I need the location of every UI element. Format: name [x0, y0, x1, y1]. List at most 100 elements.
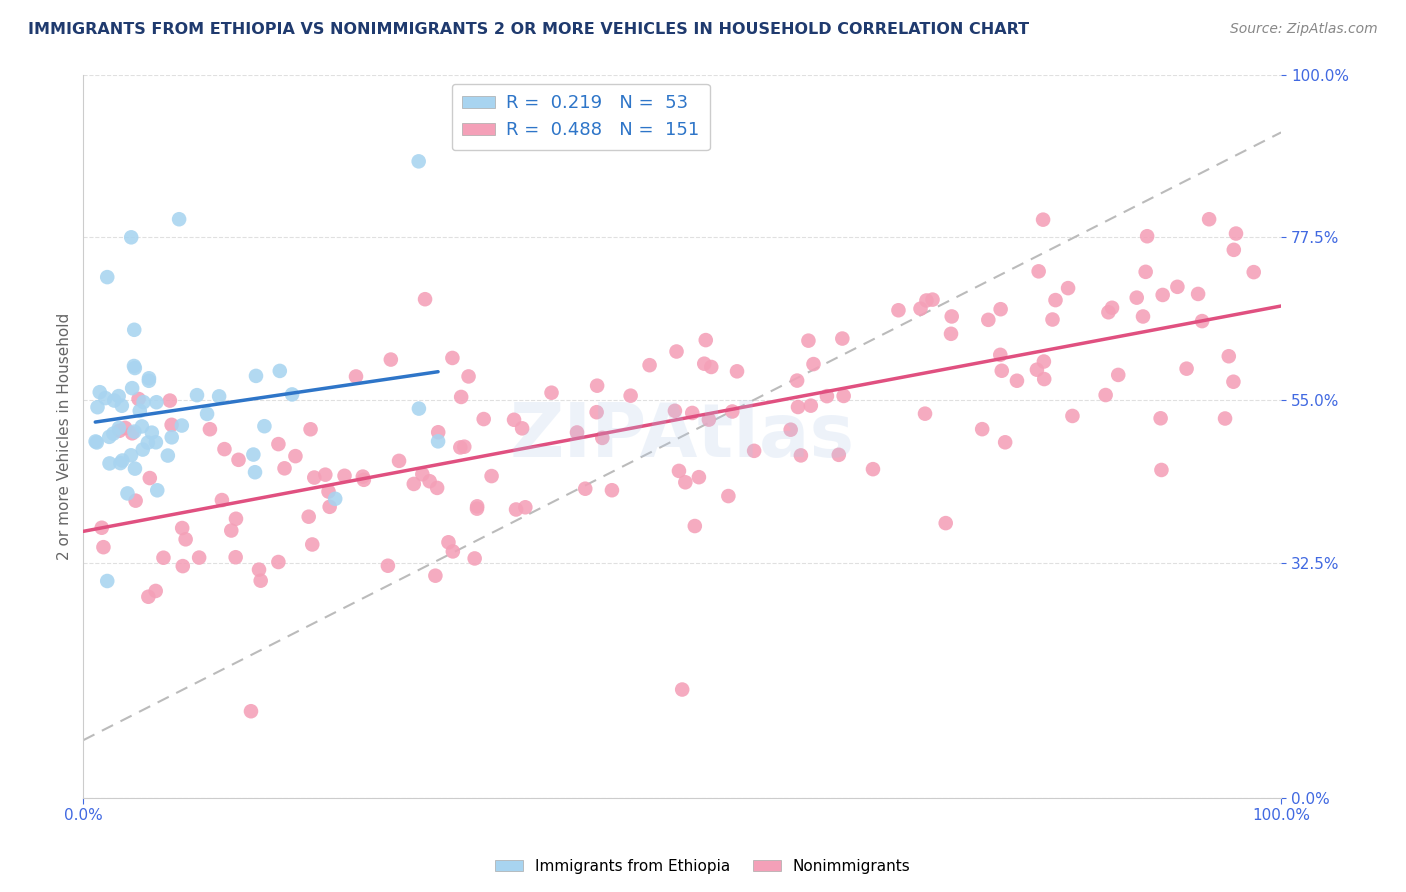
Point	[668, 464, 690, 478]
Point	[186, 388, 208, 402]
Point	[96, 270, 118, 285]
Point	[138, 371, 160, 385]
Point	[910, 301, 932, 316]
Point	[138, 590, 160, 604]
Point	[779, 423, 801, 437]
Point	[96, 574, 118, 588]
Point	[457, 369, 479, 384]
Point	[304, 470, 326, 484]
Point	[941, 310, 963, 324]
Text: IMMIGRANTS FROM ETHIOPIA VS NONIMMIGRANTS 2 OR MORE VEHICLES IN HOUSEHOLD CORREL: IMMIGRANTS FROM ETHIOPIA VS NONIMMIGRANT…	[28, 22, 1029, 37]
Point	[98, 457, 121, 471]
Point	[174, 533, 197, 547]
Point	[697, 412, 720, 426]
Point	[408, 401, 430, 416]
Point	[688, 470, 710, 484]
Point	[160, 417, 183, 432]
Point	[253, 419, 276, 434]
Point	[160, 430, 183, 444]
Point	[481, 469, 503, 483]
Point	[1150, 463, 1173, 477]
Point	[828, 448, 851, 462]
Point	[990, 302, 1012, 317]
Point	[664, 404, 686, 418]
Point	[242, 448, 264, 462]
Point	[465, 501, 488, 516]
Point	[145, 583, 167, 598]
Point	[419, 474, 441, 488]
Point	[437, 535, 460, 549]
Legend: Immigrants from Ethiopia, Nonimmigrants: Immigrants from Ethiopia, Nonimmigrants	[489, 853, 917, 880]
Text: Source: ZipAtlas.com: Source: ZipAtlas.com	[1230, 22, 1378, 37]
Point	[591, 431, 613, 445]
Point	[1033, 372, 1056, 386]
Point	[1125, 291, 1147, 305]
Point	[815, 389, 838, 403]
Point	[111, 399, 134, 413]
Point	[695, 333, 717, 347]
Point	[665, 344, 688, 359]
Point	[128, 392, 150, 406]
Point	[1222, 375, 1244, 389]
Point	[683, 519, 706, 533]
Point	[1045, 293, 1067, 307]
Point	[1028, 264, 1050, 278]
Point	[1032, 354, 1054, 368]
Point	[832, 389, 855, 403]
Point	[299, 422, 322, 436]
Point	[453, 440, 475, 454]
Point	[195, 407, 218, 421]
Point	[786, 374, 808, 388]
Point	[515, 500, 537, 515]
Point	[1062, 409, 1084, 423]
Legend: R =  0.219   N =  53, R =  0.488   N =  151: R = 0.219 N = 53, R = 0.488 N = 151	[451, 84, 710, 150]
Point	[1097, 305, 1119, 319]
Point	[120, 448, 142, 462]
Point	[1094, 388, 1116, 402]
Point	[284, 449, 307, 463]
Point	[145, 435, 167, 450]
Point	[86, 400, 108, 414]
Point	[117, 486, 139, 500]
Point	[1032, 212, 1054, 227]
Point	[90, 521, 112, 535]
Point	[138, 374, 160, 388]
Point	[413, 292, 436, 306]
Point	[988, 348, 1011, 362]
Point	[717, 489, 740, 503]
Point	[172, 521, 194, 535]
Point	[323, 491, 346, 506]
Point	[139, 471, 162, 485]
Point	[721, 404, 744, 418]
Point	[503, 413, 526, 427]
Point	[110, 456, 132, 470]
Point	[170, 418, 193, 433]
Point	[1191, 314, 1213, 328]
Point	[152, 550, 174, 565]
Point	[167, 212, 190, 227]
Point	[333, 468, 356, 483]
Point	[314, 467, 336, 482]
Point	[145, 395, 167, 409]
Point	[1135, 265, 1157, 279]
Point	[1042, 312, 1064, 326]
Point	[141, 425, 163, 440]
Point	[84, 434, 107, 449]
Point	[121, 426, 143, 441]
Point	[298, 509, 321, 524]
Point	[1225, 227, 1247, 241]
Point	[725, 364, 748, 378]
Point	[441, 351, 464, 365]
Point	[681, 406, 703, 420]
Point	[156, 449, 179, 463]
Point	[425, 568, 447, 582]
Point	[586, 378, 609, 392]
Point	[671, 682, 693, 697]
Point	[211, 493, 233, 508]
Point	[344, 369, 367, 384]
Point	[245, 368, 267, 383]
Point	[198, 422, 221, 436]
Point	[505, 502, 527, 516]
Point	[108, 421, 131, 435]
Point	[318, 484, 340, 499]
